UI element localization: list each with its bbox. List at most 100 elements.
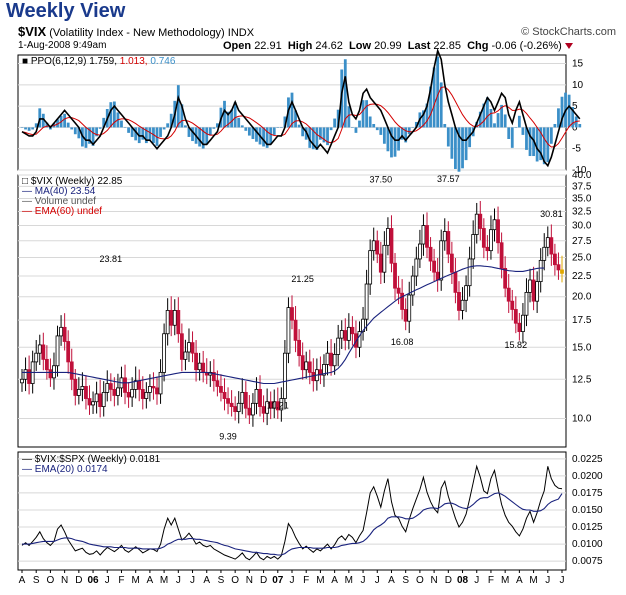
candle-body xyxy=(449,253,454,273)
ppo-histogram-bar xyxy=(461,127,464,169)
ppo-histogram-bar xyxy=(311,127,315,150)
ppo-histogram-bar xyxy=(446,127,450,147)
x-tick-label: 07 xyxy=(272,575,284,586)
candle-body xyxy=(478,213,483,229)
candle-body xyxy=(400,292,405,310)
candle-body xyxy=(215,380,220,387)
candle-body xyxy=(179,333,184,360)
candle-body xyxy=(183,351,188,360)
ppo-histogram-bar xyxy=(244,127,248,131)
quote-values: Open 22.91 High 24.62 Low 20.99 Last 22.… xyxy=(223,40,573,52)
ppo-histogram-bar xyxy=(233,102,237,128)
ppo-histogram-bar xyxy=(390,127,393,158)
candle-body xyxy=(503,268,508,289)
candle-body xyxy=(116,387,120,396)
x-tick-label: F xyxy=(488,575,494,586)
x-tick-label: M xyxy=(501,575,509,586)
ppo-histogram-bar xyxy=(382,127,386,144)
quote-date: 1-Aug-2008 9:49am xyxy=(18,40,107,51)
candle-body xyxy=(521,314,525,332)
ppo-histogram-bar xyxy=(429,86,432,128)
price-legend: □ $VIX (Weekly) 22.85 xyxy=(22,176,123,187)
candle-body xyxy=(130,388,135,398)
candle-body xyxy=(162,333,167,373)
ratio-ema-legend: — EMA(20) 0.0174 xyxy=(22,464,108,475)
ppo-histogram-bar xyxy=(422,110,425,128)
x-tick-label: 06 xyxy=(87,575,99,586)
ratio-legend: — $VIX:$SPX (Weekly) 0.0181 xyxy=(22,454,161,465)
candle-body xyxy=(126,391,131,398)
quote-row: 1-Aug-2008 9:49am Open 22.91 High 24.62 … xyxy=(18,40,618,54)
candle-body xyxy=(236,402,241,412)
candle-body xyxy=(251,402,255,416)
ppo-histogram-bar xyxy=(308,127,312,148)
candle-body xyxy=(261,406,266,414)
price-annotation: 21.25 xyxy=(291,274,314,284)
ma-legend: — MA(40) 23.54 xyxy=(22,186,96,197)
candle-body xyxy=(201,362,206,373)
candle-body xyxy=(147,386,152,393)
open-label: Open xyxy=(223,40,252,52)
ppo-histogram-bar xyxy=(73,127,77,135)
candle-body xyxy=(272,401,277,409)
candle-body xyxy=(293,319,298,341)
ppo-histogram-bar xyxy=(127,127,130,133)
candle-body xyxy=(282,352,287,399)
ppo-histogram-bar xyxy=(205,127,209,145)
candle-body xyxy=(549,237,554,255)
ppo-histogram-bar xyxy=(493,123,496,128)
ppo-histogram-bar xyxy=(528,127,532,157)
ppo-histogram-bar xyxy=(553,124,557,128)
ppo-tick-label: 15 xyxy=(572,59,584,70)
ppo-histogram-bar xyxy=(450,127,454,159)
x-tick-label: J xyxy=(474,575,479,586)
ratio-tick-label: 0.0200 xyxy=(572,471,603,482)
ppo-histogram-bar xyxy=(436,56,440,128)
ppo-histogram-bar xyxy=(290,92,294,128)
candle-body xyxy=(69,361,74,380)
price-tick-label: 25.0 xyxy=(572,253,592,264)
ppo-histogram-bar xyxy=(350,127,354,128)
ppo-histogram-bar xyxy=(120,120,123,128)
candle-body xyxy=(155,387,159,395)
x-tick-label: O xyxy=(47,575,55,586)
candle-body xyxy=(425,225,429,248)
ppo-histogram-bar xyxy=(485,97,489,128)
candle-body xyxy=(350,326,355,335)
ppo-histogram-bar xyxy=(358,120,361,128)
x-tick-label: J xyxy=(545,575,550,586)
symbol-name: (Volatility Index - New Methodology) xyxy=(49,27,225,39)
x-tick-label: A xyxy=(147,575,154,586)
candle-body xyxy=(343,330,348,341)
price-annotation: 15.82 xyxy=(505,340,528,350)
candle-body xyxy=(361,318,365,332)
candle-body xyxy=(538,259,543,282)
ppo-histogram-bar xyxy=(144,127,148,144)
price-tick-label: 17.5 xyxy=(572,315,592,326)
candle-body xyxy=(545,237,550,248)
ppo-histogram-bar xyxy=(425,103,429,128)
volume-legend: — Volume undef xyxy=(22,196,96,207)
candle-body xyxy=(247,407,252,416)
candle-body xyxy=(73,378,78,396)
x-tick-label: J xyxy=(560,575,565,586)
ppo-histogram-bar xyxy=(496,113,500,128)
ppo-histogram-bar xyxy=(343,59,347,128)
ppo-histogram-bar xyxy=(123,127,127,128)
price-tick-label: 37.5 xyxy=(572,181,592,192)
candle-body xyxy=(23,369,28,380)
ppo-histogram-bar xyxy=(464,127,468,161)
ppo-histogram-bar xyxy=(180,104,184,128)
candle-body xyxy=(318,369,323,376)
candle-body xyxy=(517,322,522,332)
candle-body xyxy=(91,401,95,406)
candle-body xyxy=(375,240,380,255)
ppo-histogram-bar xyxy=(208,127,212,136)
brand-label[interactable]: © StockCharts.com xyxy=(521,26,616,38)
x-tick-label: O xyxy=(416,575,424,586)
ppo-histogram-bar xyxy=(361,100,365,128)
ppo-histogram-bar xyxy=(336,109,340,128)
candle-body xyxy=(435,271,440,281)
candle-body xyxy=(325,352,330,365)
